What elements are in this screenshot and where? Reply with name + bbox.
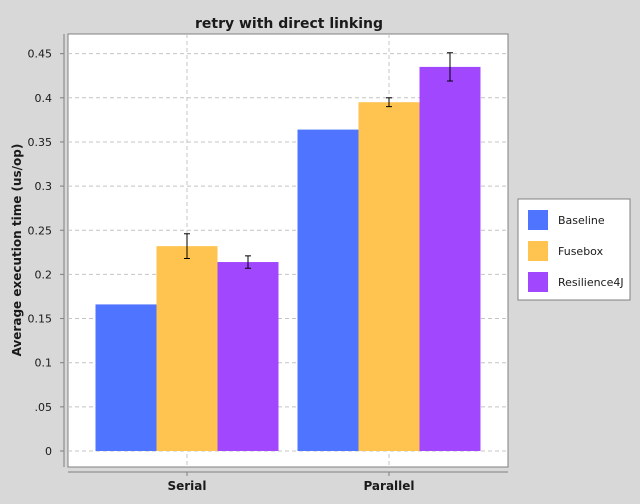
y-tick-label: 0.1 — [35, 357, 53, 370]
y-tick-label: 0.15 — [28, 313, 53, 326]
x-tick-label: Serial — [167, 479, 206, 493]
y-tick-label: 0.45 — [28, 48, 53, 61]
bars — [95, 52, 481, 452]
y-tick-label: 0.2 — [35, 268, 53, 281]
bar-fusebox-serial — [156, 246, 218, 451]
y-axis-label: Average execution time (us/op) — [10, 144, 24, 357]
y-tick-label: 0.3 — [35, 180, 53, 193]
bar-baseline-serial — [95, 304, 157, 451]
bar-fusebox-parallel — [358, 102, 420, 451]
bar-baseline-parallel — [297, 129, 359, 451]
legend-swatch-fusebox — [528, 241, 548, 261]
bar-resilience4j-serial — [217, 262, 279, 451]
x-tick-label: Parallel — [363, 479, 414, 493]
legend-label: Resilience4J — [558, 276, 624, 289]
legend-label: Baseline — [558, 214, 605, 227]
y-tick-label: 0 — [45, 445, 52, 458]
bar-resilience4j-parallel — [419, 66, 481, 452]
legend-swatch-baseline — [528, 210, 548, 230]
y-tick-label: 0.4 — [35, 92, 53, 105]
legend-label: Fusebox — [558, 245, 604, 258]
y-tick-label: 0.25 — [28, 224, 53, 237]
legend: Baseline Fusebox Resilience4J — [517, 198, 631, 301]
axes: 0 .05 0.1 0.15 0.2 0.25 0.3 0.35 0.4 0.45 Serial Pa… — [28, 34, 508, 493]
legend-swatch-resilience4j — [528, 272, 548, 292]
y-tick-label: .05 — [35, 401, 53, 414]
chart-title: retry with direct linking — [195, 16, 383, 32]
y-tick-label: 0.35 — [28, 136, 53, 149]
